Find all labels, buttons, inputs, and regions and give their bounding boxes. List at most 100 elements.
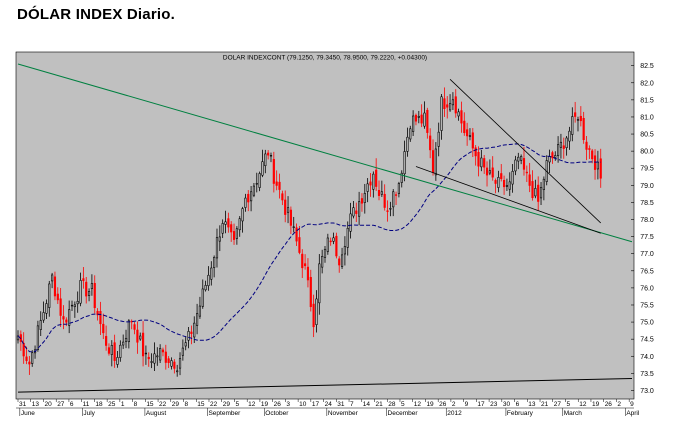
x-day-label: 5: [401, 401, 405, 408]
candle: [497, 170, 500, 193]
candle: [289, 206, 292, 235]
x-day-label: 20: [44, 401, 52, 408]
candle: [443, 87, 446, 117]
x-month-label: July: [83, 410, 95, 417]
x-day-label: 8: [185, 401, 189, 408]
page-title: DÓLAR INDEX Diario.: [17, 6, 175, 23]
x-month-label: November: [328, 410, 359, 417]
candle: [389, 201, 392, 217]
candle: [113, 334, 116, 368]
candle: [42, 301, 45, 323]
candle: [332, 232, 335, 245]
candle: [122, 334, 125, 349]
x-day-label: 15: [146, 401, 154, 408]
candle: [454, 89, 457, 118]
candle: [375, 158, 378, 191]
candle: [511, 164, 514, 193]
x-day-label: 12: [248, 401, 256, 408]
candle: [87, 288, 91, 302]
candle: [156, 347, 159, 366]
candle: [366, 178, 369, 203]
x-month-label: March: [564, 410, 582, 417]
candle: [53, 271, 57, 301]
x-day-label: 17: [312, 401, 320, 408]
candle: [349, 202, 352, 239]
x-day-label: 19: [426, 401, 434, 408]
x-day-label: 23: [490, 401, 498, 408]
candle: [372, 171, 375, 198]
x-axis: 31 13 20 27 6 11 18 25 1 8 15 22 29 8 15 22 29 5 12 19 26 3 10…: [16, 399, 640, 417]
x-day-label: 8: [134, 401, 138, 408]
candle: [230, 221, 233, 242]
candle: [599, 148, 602, 188]
y-tick-label: 78.0: [640, 217, 654, 224]
x-day-label: 22: [159, 401, 167, 408]
candle: [457, 108, 460, 121]
candle: [275, 170, 278, 191]
candle: [198, 296, 202, 319]
chart-title: DOLAR INDEXCONT (79.1250, 79.3450, 78.95…: [223, 55, 427, 62]
y-tick-label: 78.5: [640, 200, 654, 207]
candle: [252, 182, 256, 198]
candle: [338, 256, 341, 273]
candle: [522, 146, 526, 176]
candle: [227, 212, 230, 233]
candle: [124, 329, 128, 349]
candle: [244, 193, 247, 212]
candle: [591, 148, 594, 164]
candle: [358, 191, 361, 226]
x-day-label: 24: [325, 401, 333, 408]
candle: [201, 279, 204, 309]
x-day-label: 6: [70, 401, 74, 408]
candle: [554, 151, 557, 161]
candle: [414, 113, 418, 126]
x-day-label: 12: [579, 401, 587, 408]
candle: [517, 152, 520, 170]
candle: [173, 359, 176, 374]
candle: [45, 299, 48, 320]
candle: [99, 301, 102, 335]
wedge-lower-line: [415, 166, 601, 234]
candle: [39, 311, 42, 337]
long-trendline: [17, 63, 633, 243]
candle: [25, 346, 28, 365]
candle: [340, 247, 344, 270]
x-day-label: 30: [503, 401, 511, 408]
candle: [281, 190, 284, 206]
candle: [150, 353, 153, 369]
candle: [178, 352, 182, 376]
x-month-label: October: [265, 410, 289, 417]
support-line: [17, 377, 633, 393]
candle: [488, 159, 491, 176]
candle: [292, 216, 295, 233]
y-tick-label: 73.5: [640, 371, 654, 378]
candle: [551, 150, 554, 164]
candle: [119, 340, 122, 362]
x-day-label: 13: [32, 401, 40, 408]
x-month-label: September: [208, 410, 241, 417]
candle: [136, 321, 139, 354]
candle: [68, 300, 71, 334]
candle: [528, 162, 531, 193]
candle: [380, 180, 383, 197]
candle: [116, 350, 119, 368]
candle: [232, 223, 236, 245]
candle: [161, 347, 165, 357]
candle: [127, 319, 130, 349]
candle: [534, 179, 537, 199]
x-day-label: 11: [83, 401, 90, 408]
candle: [483, 154, 486, 174]
x-month-label: 2012: [447, 410, 462, 417]
candle: [463, 112, 466, 136]
candle: [494, 178, 497, 194]
candle: [170, 357, 173, 370]
candle: [258, 171, 261, 192]
candle: [568, 126, 571, 150]
candle: [477, 146, 480, 177]
candle: [514, 155, 517, 176]
candle: [59, 287, 62, 327]
candle: [153, 342, 156, 371]
candle: [431, 139, 435, 176]
candle: [593, 149, 597, 180]
